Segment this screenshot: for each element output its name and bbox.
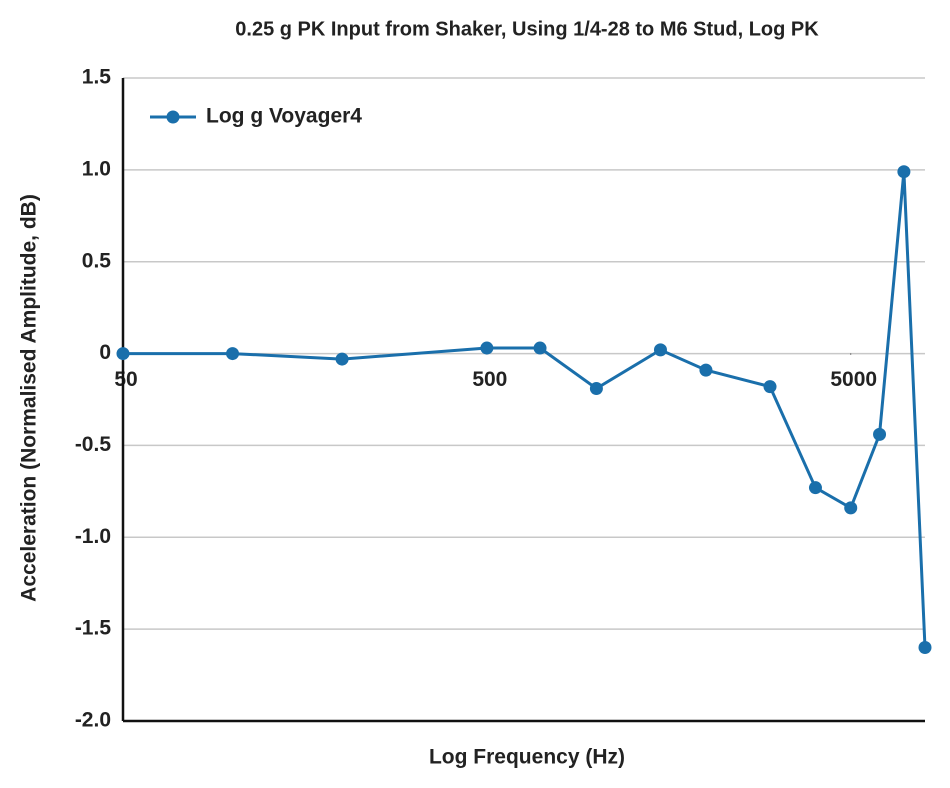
data-point bbox=[589, 381, 603, 395]
data-point bbox=[653, 343, 667, 357]
data-point bbox=[533, 341, 547, 355]
x-tick-label: 5000 bbox=[830, 368, 877, 391]
y-tick-label: 1.0 bbox=[82, 157, 111, 180]
data-point bbox=[699, 363, 713, 377]
y-axis-label: Acceleration (Normalised Amplitude, dB) bbox=[18, 194, 41, 602]
y-tick-label: -1.0 bbox=[75, 525, 111, 548]
data-point bbox=[226, 347, 240, 361]
y-tick-label: 0.5 bbox=[82, 249, 112, 272]
data-point bbox=[480, 341, 494, 355]
series-line bbox=[123, 171, 927, 648]
data-point bbox=[808, 481, 822, 495]
x-axis-label: Log Frequency (Hz) bbox=[429, 746, 625, 769]
x-tick-label: 500 bbox=[472, 368, 507, 391]
data-point bbox=[897, 165, 911, 179]
data-point bbox=[335, 352, 349, 366]
y-tick-label: -2.0 bbox=[75, 709, 111, 732]
x-tick-label: 50 bbox=[114, 368, 137, 391]
data-point bbox=[116, 347, 130, 361]
data-point bbox=[918, 641, 932, 655]
y-tick-label: -0.5 bbox=[75, 433, 112, 456]
data-point bbox=[844, 501, 858, 515]
legend-marker bbox=[166, 110, 180, 124]
data-point bbox=[873, 427, 887, 441]
y-tick-label: 1.5 bbox=[82, 66, 112, 89]
data-point bbox=[763, 380, 777, 394]
y-tick-label: -1.5 bbox=[75, 617, 112, 640]
y-tick-label: 0 bbox=[99, 341, 111, 364]
chart-title: 0.25 g PK Input from Shaker, Using 1/4-2… bbox=[235, 18, 819, 40]
legend-label: Log g Voyager4 bbox=[206, 105, 362, 128]
